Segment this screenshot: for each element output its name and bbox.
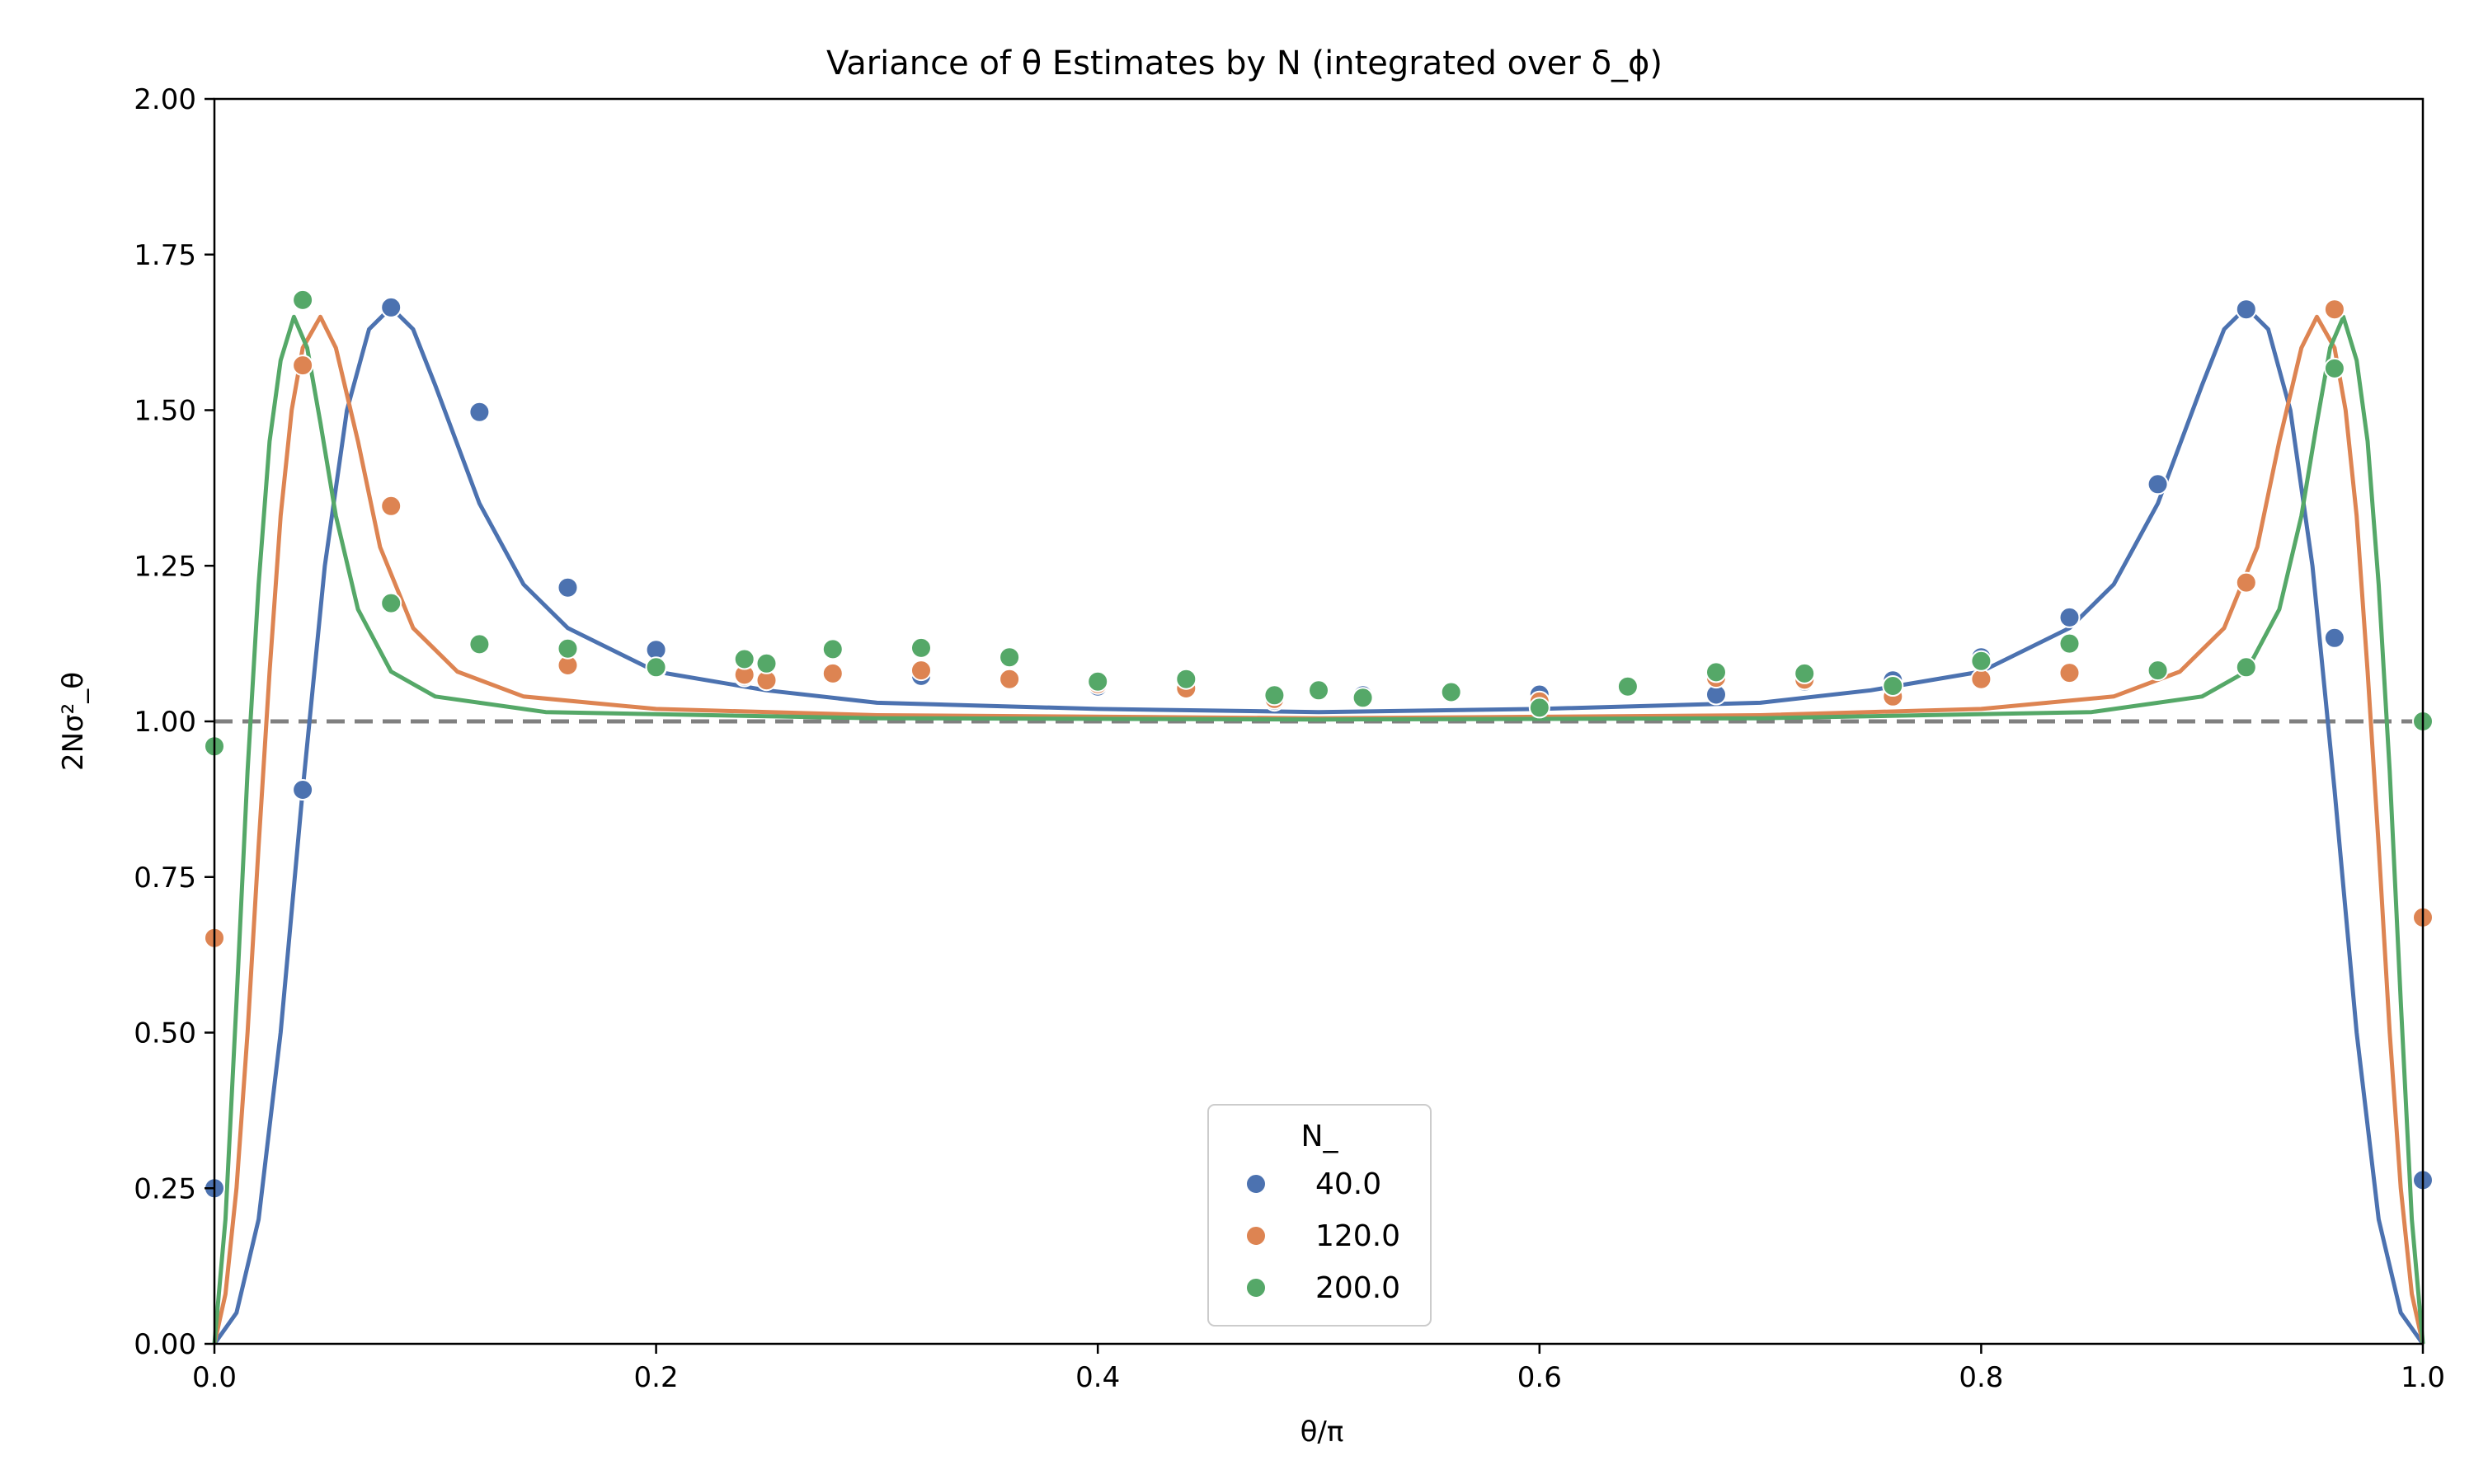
- data-point: [380, 592, 402, 614]
- data-point: [821, 662, 844, 684]
- data-point: [468, 401, 491, 423]
- y-tick-label: 1.75: [134, 239, 196, 272]
- data-point: [1175, 668, 1197, 690]
- data-point: [1440, 681, 1462, 703]
- data-point: [1970, 650, 1992, 672]
- data-point: [910, 636, 932, 659]
- data-point: [292, 355, 314, 377]
- data-point: [1705, 661, 1727, 683]
- legend-marker: [1245, 1173, 1267, 1195]
- data-point: [1263, 684, 1286, 707]
- y-tick-label: 2.00: [134, 83, 196, 116]
- x-tick-label: 0.2: [634, 1361, 679, 1394]
- y-tick-label: 1.00: [134, 706, 196, 739]
- data-point: [557, 637, 579, 660]
- data-point: [557, 576, 579, 599]
- data-point: [2323, 627, 2345, 649]
- data-point: [2323, 298, 2345, 321]
- x-tick-label: 0.6: [1517, 1361, 1562, 1394]
- legend-label: 120.0: [1315, 1219, 1400, 1253]
- y-tick-label: 1.50: [134, 395, 196, 428]
- legend-title: N_: [1301, 1120, 1339, 1153]
- data-point: [821, 638, 844, 660]
- legend-label: 40.0: [1315, 1167, 1381, 1201]
- data-point: [2147, 473, 2169, 495]
- data-point: [2058, 662, 2081, 684]
- data-point: [2235, 571, 2257, 594]
- data-point: [1970, 668, 1992, 690]
- legend-marker: [1245, 1277, 1267, 1298]
- data-point: [1616, 675, 1639, 697]
- series-curve-1: [212, 305, 2425, 1345]
- y-tick-label: 0.00: [134, 1328, 196, 1361]
- y-tick-label: 0.25: [134, 1172, 196, 1205]
- data-point: [2235, 298, 2257, 321]
- data-point: [1308, 679, 1329, 702]
- data-point: [2235, 656, 2257, 679]
- legend-label: 200.0: [1315, 1271, 1400, 1305]
- data-point: [999, 668, 1021, 690]
- y-axis-label: 2Nσ²_θ: [57, 672, 90, 771]
- x-tick-label: 0.4: [1075, 1361, 1120, 1394]
- data-point: [910, 660, 932, 682]
- data-point: [1882, 675, 1904, 697]
- x-axis-label: θ/π: [1300, 1416, 1344, 1449]
- data-point: [2323, 357, 2345, 379]
- x-tick-label: 0.8: [1959, 1361, 2003, 1394]
- data-point: [999, 646, 1021, 669]
- data-point: [2058, 632, 2081, 655]
- data-point: [1087, 670, 1109, 693]
- data-point: [468, 633, 491, 655]
- data-point: [380, 495, 402, 517]
- y-tick-label: 0.50: [134, 1017, 196, 1050]
- data-point: [380, 296, 402, 318]
- data-point: [733, 648, 755, 670]
- data-point: [2147, 660, 2169, 682]
- legend-marker: [1245, 1225, 1267, 1247]
- y-tick-label: 1.25: [134, 550, 196, 583]
- data-point: [2058, 606, 2081, 628]
- legend: N_ 40.0 120.0 200.0: [1207, 1104, 1432, 1327]
- data-point: [292, 779, 314, 801]
- legend-box: [1207, 1104, 1432, 1327]
- chart-title: Variance of θ Estimates by N (integrated…: [826, 45, 1663, 82]
- data-point: [755, 652, 778, 674]
- x-tick-label: 0.0: [192, 1361, 237, 1394]
- data-point: [645, 656, 667, 679]
- x-tick-label: 1.0: [2401, 1361, 2445, 1394]
- data-point: [1528, 697, 1550, 719]
- y-tick-label: 0.75: [134, 862, 196, 895]
- data-point: [1794, 662, 1816, 684]
- data-point: [1352, 687, 1374, 709]
- data-point: [292, 289, 314, 311]
- series-curve-3: [212, 314, 2425, 1345]
- plot-area: 0.0 0.2 0.4 0.6 0.8 1.0 0.00 0.25 0.50 0.75 1.00 1.…: [134, 83, 2445, 1394]
